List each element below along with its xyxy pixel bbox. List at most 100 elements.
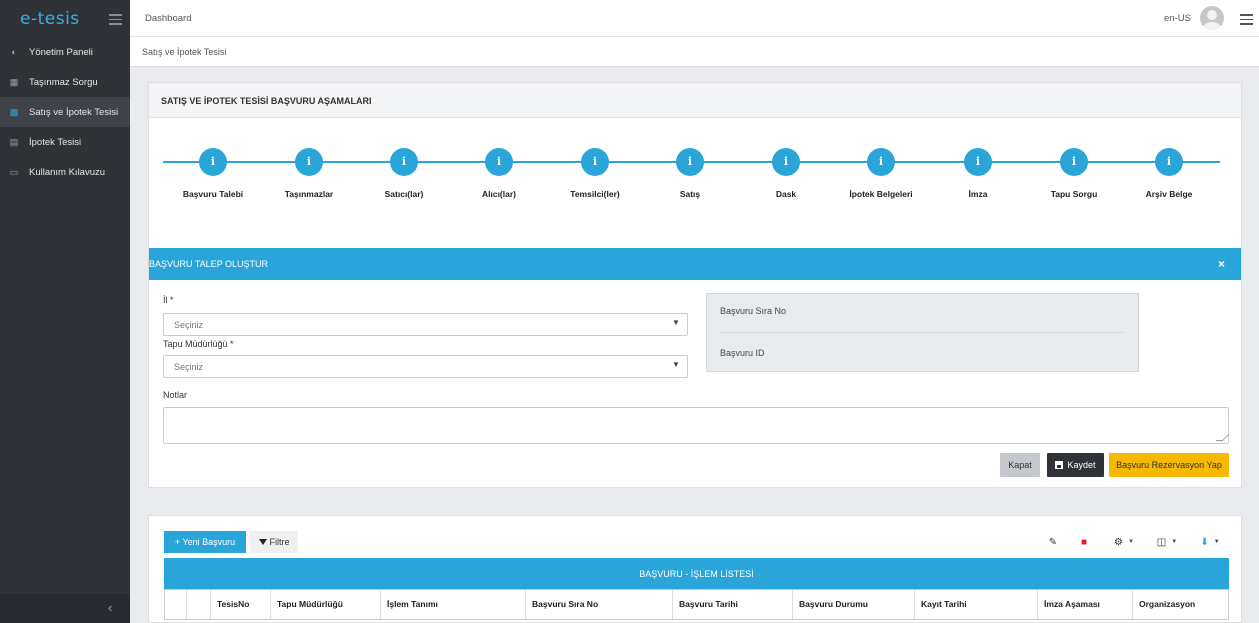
step-label: Başvuru Talebi [182,189,244,199]
info-icon: i [485,148,513,176]
logo[interactable]: e-tesis [20,9,80,29]
info-icon: i [867,148,895,176]
save-button[interactable]: Kaydet [1047,453,1104,477]
column-header[interactable]: Organizasyon [1132,590,1228,619]
filter-button[interactable]: Filtre [250,531,298,553]
info-icon: i [295,148,323,176]
caret-down-icon: ▼ [672,318,680,327]
step-label: Temsilci(ler) [570,189,620,199]
sidebar-toggle-icon[interactable] [109,14,122,25]
sidebar-item-label: Yönetim Paneli [29,46,93,58]
save-icon [1055,461,1064,469]
close-icon[interactable]: × [1218,257,1226,271]
step-label: Alıcı(lar) [481,189,516,199]
column-header[interactable]: İşlem Tanımı [380,590,525,619]
sidebar-item-kullanim-kilavuzu[interactable]: ▭ Kullanım Kılavuzu [0,157,130,187]
list-title: BAŞVURU - İŞLEM LİSTESİ [164,558,1229,589]
sidebar-item-tasinmaz-sorgu[interactable]: ▦ Taşınmaz Sorgu [0,67,130,97]
notes-textarea[interactable] [163,407,1229,444]
sidebar-item-yonetim-paneli[interactable]: ◐ Yönetim Paneli [0,37,130,67]
reserve-button[interactable]: Başvuru Rezervasyon Yap [1109,453,1229,477]
filter-icon [258,539,267,545]
sidebar-item-label: Kullanım Kılavuzu [29,166,106,178]
briefcase-icon: ▩ [9,106,19,117]
new-application-button[interactable]: + Yeni Başvuru [164,531,246,553]
basvuru-id-label: Başvuru ID [720,348,765,358]
export-dropdown[interactable]: ⬇ ▼ [1192,531,1228,553]
bank-icon: ▤ [9,136,19,147]
notes-label: Notlar [163,390,188,400]
delete-button[interactable]: ■ [1073,531,1095,553]
application-list-card: + Yeni Başvuru Filtre ✎ ■ ⚙ ▼ ◫ ▼ ⬇ ▼ BAŞVU… [148,515,1242,623]
caret-down-icon: ▼ [1171,539,1178,545]
basvuru-sira-no-label: Başvuru Sıra No [720,306,787,316]
edit-button[interactable]: ✎ [1042,531,1064,553]
avatar[interactable] [1200,6,1224,30]
card-title: SATIŞ VE İPOTEK TESİSİ BAŞVURU AŞAMALARI [161,96,372,106]
caret-down-icon: ▼ [1213,539,1220,545]
breadcrumb: Satış ve İpotek Tesisi [130,37,1259,67]
step-label: İpotek Belgeleri [849,189,913,199]
pencil-icon: ✎ [1048,536,1058,548]
tapu-mudurlugu-select[interactable]: Seçiniz ▼ [163,355,688,378]
logo-area: e-tesis [0,0,130,37]
column-header[interactable]: İmza Aşaması [1037,590,1132,619]
step-label: Tapu Sorgu [1050,189,1098,199]
info-icon: i [772,148,800,176]
building-icon: ▦ [9,76,19,87]
dashboard-link[interactable]: Dashboard [145,13,192,24]
column-header[interactable]: Başvuru Sıra No [525,590,672,619]
columns-dropdown[interactable]: ◫ ▼ [1149,531,1185,553]
info-icon: i [1060,148,1088,176]
breadcrumb-current: Satış ve İpotek Tesisi [142,47,227,57]
caret-down-icon: ▼ [672,360,680,369]
sidebar-item-label: Satış ve İpotek Tesisi [29,106,119,118]
action-column-header [186,590,210,619]
download-icon: ⬇ [1200,536,1209,548]
il-select[interactable]: Seçiniz ▼ [163,313,688,336]
info-icon: i [390,148,418,176]
info-icon: i [1155,148,1183,176]
form-title: BAŞVURU TALEP OLUŞTUR [149,259,269,269]
column-header[interactable]: Kayıt Tarihi [914,590,1037,619]
sidebar: ◐ Yönetim Paneli ▦ Taşınmaz Sorgu ▩ Satı… [0,37,130,623]
info-icon: i [199,148,227,176]
book-icon: ▭ [9,166,19,177]
info-icon: i [581,148,609,176]
step-label: İmza [968,189,988,199]
sidebar-item-satis-ipotek[interactable]: ▩ Satış ve İpotek Tesisi [0,97,130,127]
step-label: Taşınmazlar [284,189,334,199]
application-steps-card: SATIŞ VE İPOTEK TESİSİ BAŞVURU AŞAMALARI… [148,82,1242,488]
column-header[interactable]: Tapu Müdürlüğü [270,590,380,619]
step-label: Satıcı(lar) [384,189,424,199]
top-bar: e-tesis Dashboard en-US [0,0,1259,37]
info-icon: i [964,148,992,176]
il-label: İl * [163,295,174,305]
il-select-value: Seçiniz [174,320,204,330]
settings-dropdown[interactable]: ⚙ ▼ [1106,531,1142,553]
sidebar-item-label: İpotek Tesisi [29,136,82,148]
step-label: Satış [679,189,701,199]
caret-down-icon: ▼ [1128,539,1134,545]
column-header[interactable]: Başvuru Durumu [792,590,914,619]
select-column-header[interactable] [165,590,186,619]
sidebar-item-label: Taşınmaz Sorgu [29,76,98,88]
divider [720,332,1123,333]
card-header: SATIŞ VE İPOTEK TESİSİ BAŞVURU AŞAMALARI [149,83,1241,118]
chevron-left-icon: ‹ [108,600,113,615]
menu-icon[interactable] [1240,14,1253,25]
language-select[interactable]: en-US [1164,13,1191,24]
application-info-box: Başvuru Sıra No Başvuru ID [706,293,1139,372]
sidebar-item-ipotek-tesisi[interactable]: ▤ İpotek Tesisi [0,127,130,157]
column-header[interactable]: Başvuru Tarihi [672,590,792,619]
close-button[interactable]: Kapat [1000,453,1040,477]
save-label: Kaydet [1067,460,1096,470]
table-header: TesisNo Tapu Müdürlüğü İşlem Tanımı Başv… [164,589,1229,620]
sidebar-collapse-button[interactable]: ‹ [0,594,130,623]
tapu-mudurlugu-label: Tapu Müdürlüğü * [163,339,234,349]
column-header[interactable]: TesisNo [210,590,270,619]
info-icon: i [676,148,704,176]
dashboard-icon: ◐ [11,47,17,57]
step-label: Dask [775,189,797,199]
trash-icon: ■ [1080,536,1088,548]
